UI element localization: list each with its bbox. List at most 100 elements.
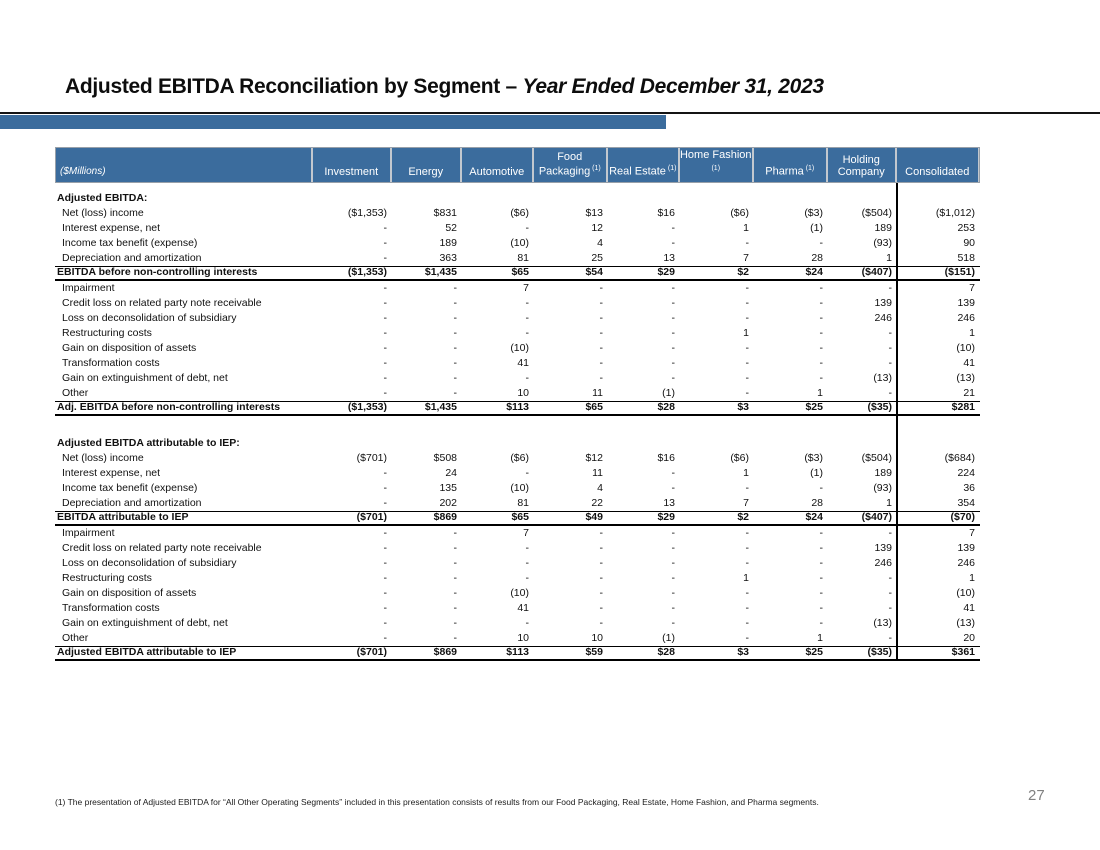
cell-value: - [453,327,458,339]
cell-value: - [383,527,388,539]
cell-value: - [888,342,893,354]
cell-value: - [383,312,388,324]
cell-value: 1 [817,387,823,399]
cell-value: $29 [657,267,675,278]
cell-value [754,191,828,206]
cell-value [534,191,608,206]
table-row: Credit loss on related party note receiv… [55,541,980,556]
row-label: Restructuring costs [62,572,152,584]
cell-value [828,436,897,451]
column-header-label: Holding Company [837,154,885,178]
cell-value [680,191,754,206]
cell-value: - [745,482,750,494]
cell-value: $13 [585,207,603,219]
cell-value: $65 [511,512,529,523]
cell-value: - [525,297,530,309]
cell-value: - [819,297,824,309]
cell-value: (13) [956,617,975,629]
cell-value: ($6) [730,452,749,464]
cell-value: - [453,297,458,309]
cell-value: - [745,587,750,599]
title-underline-rule [0,112,1100,114]
cell-value: - [383,617,388,629]
cell-value: - [599,542,604,554]
cell-value: $49 [585,512,603,523]
cell-value: ($701) [356,512,387,523]
cell-value: - [888,572,893,584]
cell-value: - [819,557,824,569]
table-row: Depreciation and amortization - 202 81 22 13 7… [55,496,980,511]
cell-value: 41 [963,357,975,369]
cell-value: 41 [963,602,975,614]
cell-value: $1,435 [424,402,457,413]
cell-value: (13) [873,617,892,629]
cell-value: 139 [957,542,975,554]
cell-value: - [453,602,458,614]
column-header-investment: Investment [312,148,390,182]
cell-value: 189 [874,467,892,479]
cell-value [462,436,534,451]
row-label: Gain on extinguishment of debt, net [62,372,228,384]
cell-value: - [671,602,676,614]
column-header-label: Consolidated [905,166,970,178]
cell-value: - [383,587,388,599]
cell-value: - [888,357,893,369]
cell-value: - [383,237,388,249]
cell-value: - [599,372,604,384]
slide-title-period: Year Ended December 31, 2023 [522,75,824,98]
column-header-holding-company: Holding Company [827,148,895,182]
cell-value: - [383,602,388,614]
cell-value: 518 [957,252,975,264]
cell-value: - [453,542,458,554]
cell-value: - [383,467,388,479]
cell-value: - [453,312,458,324]
page-number: 27 [1028,787,1045,804]
cell-value: - [745,312,750,324]
cell-value: - [888,327,893,339]
cell-value: 354 [957,497,975,509]
cell-value: 139 [874,297,892,309]
cell-value: 13 [663,252,675,264]
table-row: Credit loss on related party note receiv… [55,296,980,311]
cell-value: (13) [956,372,975,384]
cell-value: - [525,222,530,234]
cell-value: 52 [445,222,457,234]
row-label: Net (loss) income [62,452,144,464]
cell-value: - [383,482,388,494]
cell-value: (10) [956,587,975,599]
cell-value: (1) [810,467,823,479]
cell-value: - [819,482,824,494]
cell-value: 25 [591,252,603,264]
cell-value: - [599,342,604,354]
cell-value: - [819,602,824,614]
table-row: Income tax benefit (expense) - 135 (10) 4 - - -… [55,481,980,496]
cell-value: 28 [811,252,823,264]
cell-value: - [888,632,893,644]
table-row: Gain on extinguishment of debt, net - - - - -… [55,616,980,631]
cell-value: 11 [592,387,603,399]
cell-value: $361 [951,647,975,658]
cell-value: (1) [662,387,675,399]
footnote-ref-icon: (1) [711,165,721,173]
cell-value: ($701) [356,647,387,658]
column-header-label: Real Estate (1) [609,165,677,178]
cell-value: (1) [810,222,823,234]
cell-value: $3 [737,402,749,413]
cell-value: 7 [969,282,975,294]
cell-value: ($504) [861,207,892,219]
cell-value [313,436,392,451]
cell-value: - [745,557,750,569]
table-row: Net (loss) income ($701) $508 ($6) $12 $16 ($6… [55,451,980,466]
cell-value [897,436,980,451]
column-header-label: Energy [408,166,444,178]
cell-value: - [819,312,824,324]
cell-value: - [599,357,604,369]
cell-value: - [599,327,604,339]
cell-value: - [453,282,458,294]
cell-value: $28 [657,647,675,658]
row-label: Credit loss on related party note receiv… [62,542,262,554]
cell-value: ($1,353) [347,207,387,219]
row-label: Loss on deconsolidation of subsidiary [62,557,237,569]
cell-value: 189 [439,237,457,249]
